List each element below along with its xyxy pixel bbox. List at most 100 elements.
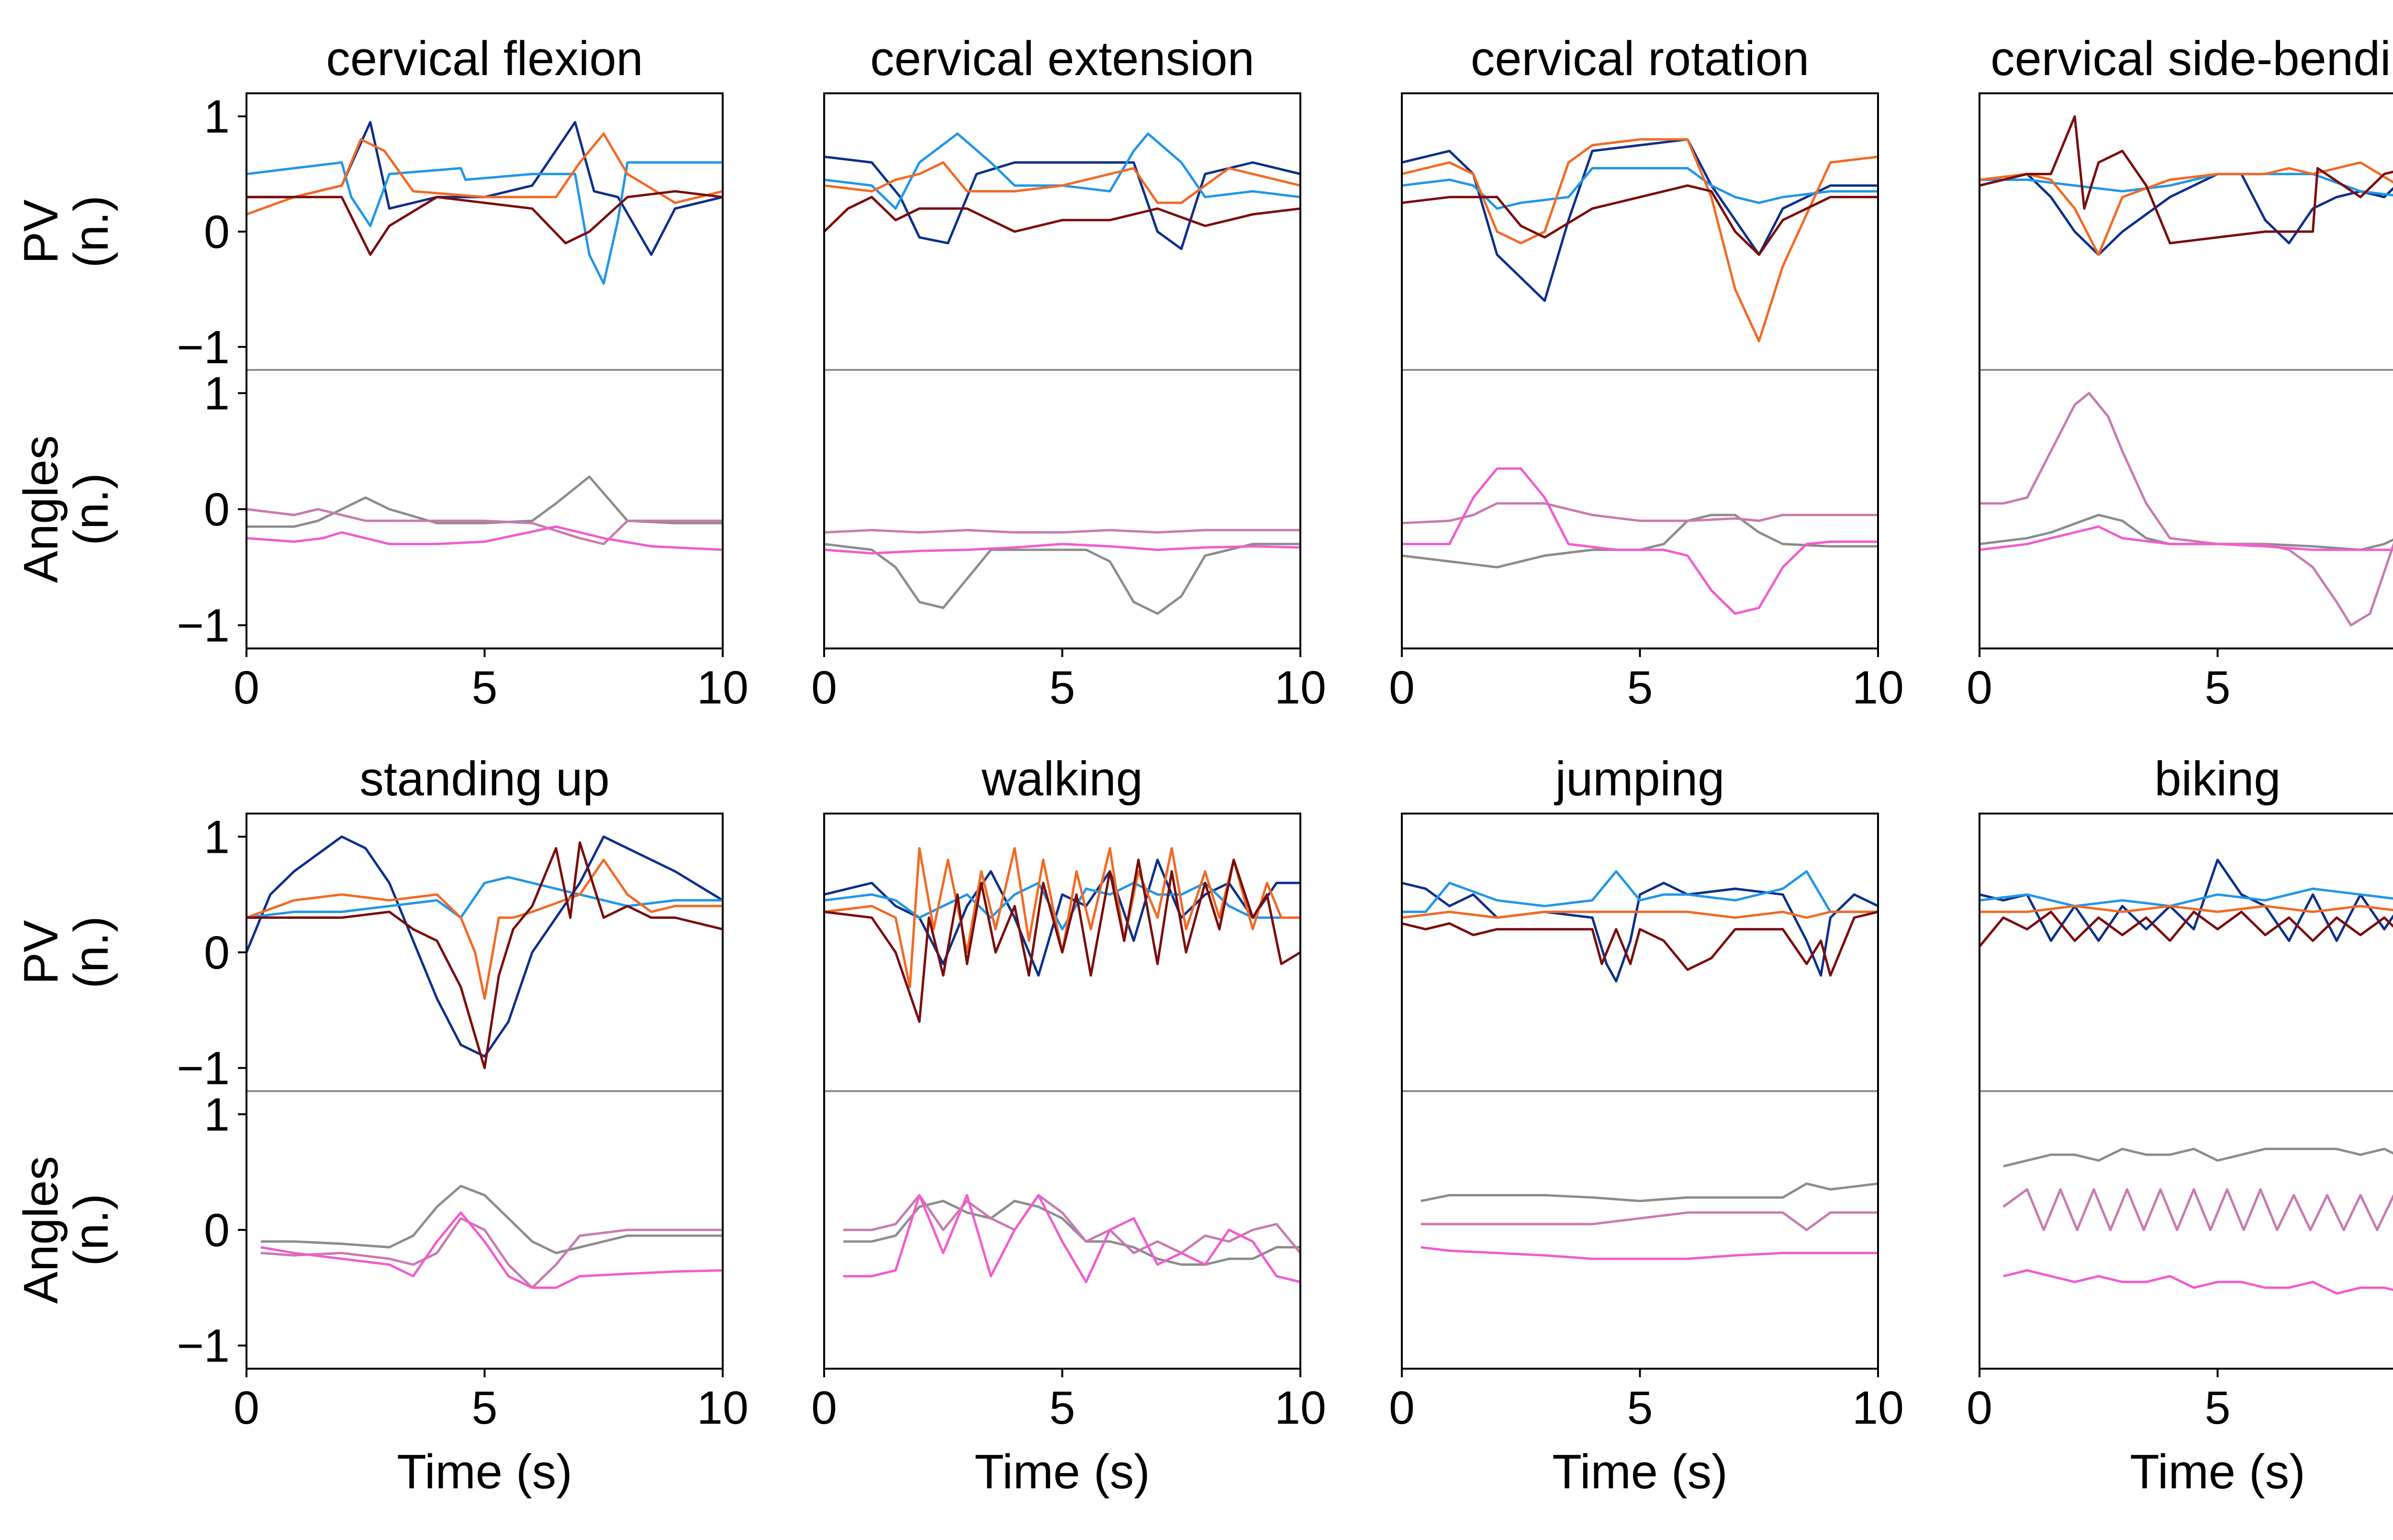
pv-axis-label: PV (14, 920, 68, 985)
panel-title: cervical rotation (1471, 32, 1809, 86)
panel-title: jumping (1554, 752, 1725, 806)
angles-trace-2 (260, 1217, 723, 1289)
pv-axis-label: PV (14, 200, 68, 264)
x-tick-label: 5 (1627, 1382, 1653, 1434)
pv-trace-4 (824, 859, 1301, 1023)
angles-trace-3 (1420, 1246, 1878, 1260)
x-axis-label: Time (s) (2130, 1445, 2305, 1499)
panel-title: cervical extension (870, 32, 1254, 86)
angles-trace-3 (260, 1211, 723, 1289)
x-tick-label: 0 (234, 661, 259, 714)
pv-trace-3 (1401, 910, 1878, 919)
pv-trace-2 (1979, 887, 2393, 907)
panel-title: biking (2155, 752, 2281, 806)
y-tick-label: 0 (204, 206, 230, 258)
pv-trace-3 (246, 132, 723, 216)
panel-cervical-side-bending: cervical side-bending0510 (1967, 32, 2393, 714)
pv-trace-3 (824, 161, 1301, 204)
angles-axis-label: Angles (14, 435, 68, 583)
y-tick-label: −1 (177, 1042, 230, 1094)
pv-trace-4 (1979, 115, 2393, 245)
panel-walking: walking 0 5 10 Time (s) (811, 752, 1326, 1499)
x-tick-label: 10 (1852, 1382, 1904, 1434)
x-tick-label: 0 (811, 1382, 837, 1434)
angles-trace-3 (824, 543, 1301, 555)
x-tick-label: 5 (2205, 661, 2231, 714)
pv-trace-4 (246, 190, 723, 256)
y-tick-label: 0 (204, 483, 230, 536)
angles-trace-2 (1979, 392, 2393, 626)
angles-trace-1 (843, 1200, 1300, 1266)
pv-trace-1 (1401, 882, 1879, 982)
angles-trace-3 (246, 525, 723, 551)
angles-trace-1 (246, 475, 723, 528)
y-tick-label: 1 (204, 1088, 230, 1140)
pv-trace-1 (824, 156, 1301, 250)
pv-trace-3 (1979, 904, 2393, 913)
pv-axis-label: (n.) (65, 195, 118, 268)
angles-trace-1 (824, 543, 1300, 615)
pv-trace-4 (246, 841, 723, 1070)
x-tick-label: 10 (1275, 661, 1326, 714)
y-tick-label: −1 (177, 600, 230, 652)
x-tick-label: 5 (1627, 661, 1653, 714)
pv-trace-2 (1402, 870, 1878, 913)
pv-trace-3 (246, 859, 723, 1000)
pv-trace-4 (1401, 910, 1879, 977)
pv-axis-label: (n.) (65, 916, 118, 989)
angles-trace-1 (2003, 1148, 2393, 1168)
angles-trace-3 (1402, 467, 1878, 615)
angles-axis-label: (n.) (65, 1194, 118, 1266)
pv-trace-4 (1401, 184, 1878, 256)
pv-trace-4 (1979, 910, 2393, 948)
pv-trace-1 (1979, 859, 2393, 942)
angles-trace-2 (843, 1194, 1301, 1254)
x-axis-label: Time (s) (974, 1445, 1150, 1499)
angles-trace-1 (1420, 1182, 1879, 1203)
x-tick-label: 5 (472, 661, 498, 714)
angles-trace-2 (1420, 1211, 1878, 1231)
panel-title: standing up (359, 752, 609, 806)
pv-trace-3 (1979, 161, 2393, 256)
angles-trace-1 (260, 1184, 723, 1254)
angles-trace-3 (1979, 525, 2393, 551)
x-tick-label: 0 (811, 661, 837, 714)
x-tick-label: 0 (1967, 661, 1992, 714)
pv-trace-1 (1401, 138, 1878, 302)
x-tick-label: 0 (1967, 1382, 1992, 1434)
x-tick-label: 5 (2205, 1382, 2231, 1434)
pv-trace-2 (824, 132, 1301, 210)
y-tick-label: 1 (204, 90, 230, 143)
x-tick-label: 5 (1050, 661, 1075, 714)
x-tick-label: 10 (697, 1382, 749, 1434)
angles-trace-2 (2002, 1188, 2393, 1231)
x-tick-label: 10 (1852, 661, 1904, 714)
y-tick-label: 1 (204, 811, 230, 863)
pv-trace-1 (824, 859, 1300, 977)
y-tick-label: 0 (204, 926, 230, 979)
panel-title: walking (981, 752, 1143, 806)
y-tick-label: 1 (204, 368, 230, 420)
pv-trace-3 (1401, 138, 1879, 343)
panel-jumping: jumping 0 5 10 Time (s) (1389, 752, 1904, 1499)
panel-title: cervical side-bending (1990, 32, 2393, 86)
angles-axis-label: Angles (14, 1156, 68, 1304)
angles-trace-3 (2003, 1269, 2393, 1295)
x-axis-label: Time (s) (1552, 1445, 1728, 1499)
panel-biking: biking0510Time (s) (1967, 752, 2393, 1499)
y-tick-label: −1 (177, 1320, 230, 1372)
x-tick-label: 0 (1389, 661, 1415, 714)
pv-trace-1 (1979, 173, 2393, 256)
pv-trace-2 (246, 161, 723, 285)
angles-trace-2 (246, 508, 723, 546)
x-tick-label: 5 (472, 1382, 498, 1434)
angles-trace-2 (1401, 502, 1878, 524)
panel-cervical-extension: cervical extension 0 5 10 (811, 32, 1326, 714)
angles-trace-1 (1401, 513, 1878, 569)
x-tick-label: 0 (1389, 1382, 1415, 1434)
panel-cervical-rotation: cervical rotation 0 5 10 (1389, 32, 1904, 714)
pv-trace-3 (824, 847, 1300, 988)
